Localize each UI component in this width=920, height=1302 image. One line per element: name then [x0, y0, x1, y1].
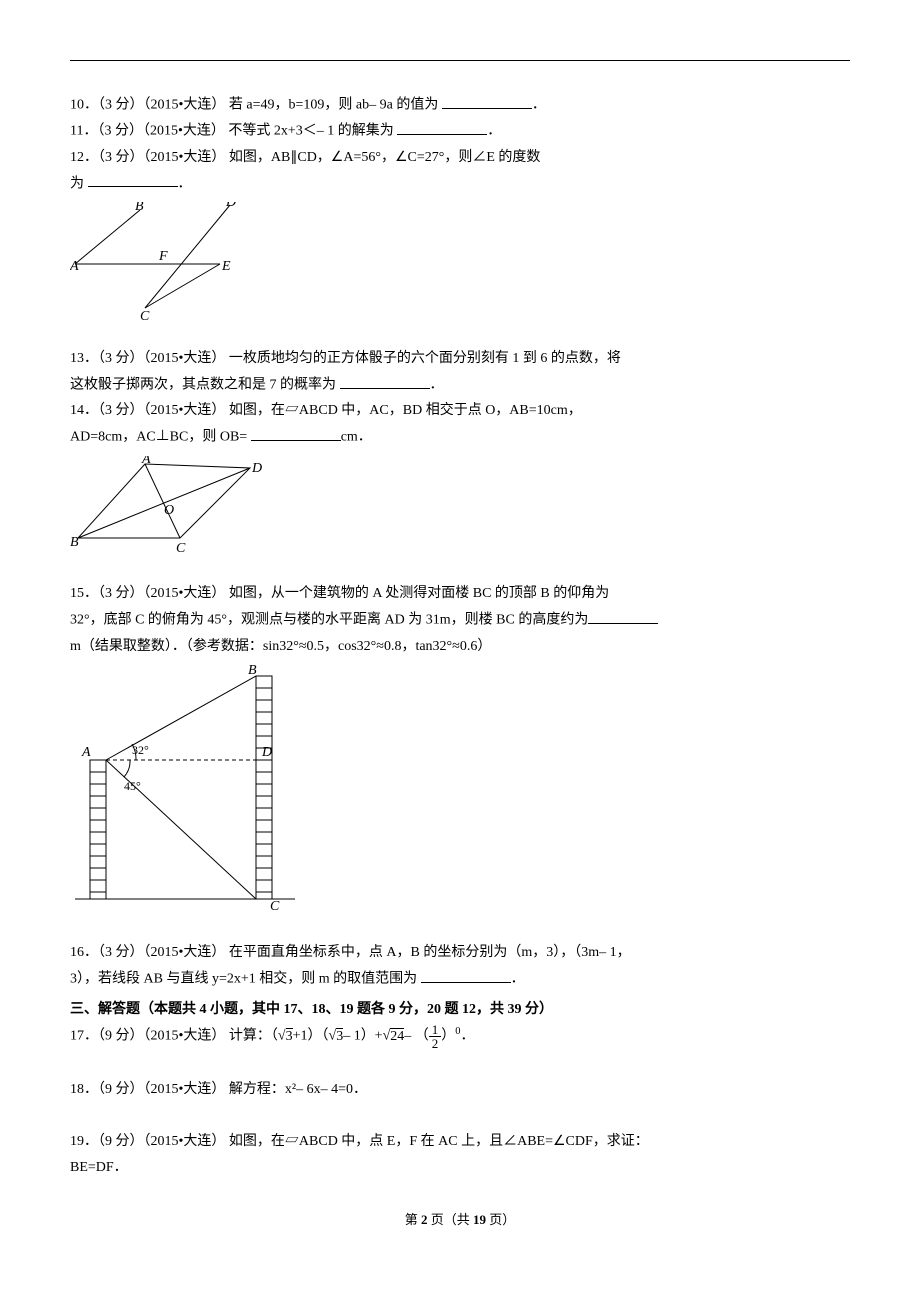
svg-text:C: C — [176, 541, 186, 556]
header-rule — [70, 60, 850, 61]
question-14-cont: AD=8cm，AC⊥BC，则 OB= cm． — [70, 425, 850, 449]
figure-q14: A B C D O — [70, 456, 850, 565]
q-prefix: 11．（3 分）（2015•大连） — [70, 124, 225, 139]
sqrt-icon: √3 — [329, 1028, 344, 1044]
question-15: 15．（3 分）（2015•大连） 如图，从一个建筑物的 A 处测得对面楼 BC… — [70, 582, 850, 606]
svg-text:E: E — [221, 259, 231, 274]
svg-text:45°: 45° — [124, 779, 141, 793]
svg-text:B: B — [135, 202, 144, 214]
question-14: 14．（3 分）（2015•大连） 如图，在▱ABCD 中，AC，BD 相交于点… — [70, 399, 850, 423]
answer-blank — [442, 93, 532, 109]
q-prefix: 13．（3 分）（2015•大连） — [70, 351, 225, 366]
geometry-diagram-icon: A B D F E C — [70, 202, 250, 320]
question-18: 18．（9 分）（2015•大连） 解方程：x²– 6x– 4=0． — [70, 1078, 850, 1102]
q-prefix: 14．（3 分）（2015•大连） — [70, 403, 225, 418]
q-text: 若 a=49，b=109，则 ab– 9a 的值为 — [229, 98, 438, 113]
section-3-heading: 三、解答题（本题共 4 小题，其中 17、18、19 题各 9 分，20 题 1… — [70, 998, 850, 1022]
question-13-cont: 这枚骰子掷两次，其点数之和是 7 的概率为 ． — [70, 373, 850, 397]
q-prefix: 10．（3 分）（2015•大连） — [70, 98, 225, 113]
question-19: 19．（9 分）（2015•大连） 如图，在▱ABCD 中，点 E，F 在 AC… — [70, 1130, 850, 1154]
svg-text:A: A — [81, 745, 91, 760]
figure-q15: A B C D 32° 45° — [70, 664, 850, 923]
q-text: 如图，AB∥CD，∠A=56°，∠C=27°，则∠E 的度数 — [229, 150, 541, 165]
q-text: 如图，在▱ABCD 中，点 E，F 在 AC 上，且∠ABE=∠CDF，求证： — [229, 1134, 649, 1149]
question-15-cont2: m（结果取整数）．（参考数据：sin32°≈0.5，cos32°≈0.8，tan… — [70, 635, 850, 659]
answer-blank — [340, 373, 430, 389]
answer-blank — [421, 967, 511, 983]
answer-blank — [588, 608, 658, 624]
svg-text:C: C — [270, 899, 280, 914]
question-16: 16．（3 分）（2015•大连） 在平面直角坐标系中，点 A，B 的坐标分别为… — [70, 941, 850, 965]
question-16-cont: 3），若线段 AB 与直线 y=2x+1 相交，则 m 的取值范围为 ． — [70, 967, 850, 991]
svg-text:D: D — [261, 745, 272, 760]
exam-page: 10．（3 分）（2015•大连） 若 a=49，b=109，则 ab– 9a … — [0, 0, 920, 1271]
q-text: 在平面直角坐标系中，点 A，B 的坐标分别为（m，3），（3m– 1， — [229, 945, 631, 960]
q-prefix: 15．（3 分）（2015•大连） — [70, 586, 225, 601]
question-10: 10．（3 分）（2015•大连） 若 a=49，b=109，则 ab– 9a … — [70, 93, 850, 117]
q-text: 如图，从一个建筑物的 A 处测得对面楼 BC 的顶部 B 的仰角为 — [229, 586, 609, 601]
svg-text:F: F — [158, 249, 168, 264]
svg-text:C: C — [140, 309, 150, 320]
svg-text:B: B — [70, 535, 79, 550]
page-footer: 第 2 页（共 19 页） — [70, 1209, 850, 1231]
q-prefix: 12．（3 分）（2015•大连） — [70, 150, 225, 165]
answer-blank — [88, 172, 178, 188]
question-12: 12．（3 分）（2015•大连） 如图，AB∥CD，∠A=56°，∠C=27°… — [70, 146, 850, 170]
q-text: 如图，在▱ABCD 中，AC，BD 相交于点 O，AB=10cm， — [229, 403, 582, 418]
parallelogram-diagram-icon: A B C D O — [70, 456, 265, 556]
q-text: 解方程：x²– 6x– 4=0． — [229, 1082, 367, 1097]
svg-text:B: B — [248, 664, 257, 678]
sqrt-icon: √24 — [383, 1028, 405, 1044]
question-12-cont: 为 ． — [70, 172, 850, 196]
q-text: 一枚质地均匀的正方体骰子的六个面分别刻有 1 到 6 的点数，将 — [229, 351, 621, 366]
question-17: 17．（9 分）（2015•大连） 计算：（√3+1）（√3– 1）+√24– … — [70, 1023, 850, 1050]
svg-text:D: D — [251, 461, 262, 476]
q-prefix: 17．（9 分）（2015•大连） — [70, 1029, 225, 1044]
q-prefix: 16．（3 分）（2015•大连） — [70, 945, 225, 960]
question-13: 13．（3 分）（2015•大连） 一枚质地均匀的正方体骰子的六个面分别刻有 1… — [70, 347, 850, 371]
question-19-cont: BE=DF． — [70, 1156, 850, 1180]
q-text: 不等式 2x+3＜– 1 的解集为 — [228, 124, 393, 139]
figure-q12: A B D F E C — [70, 202, 850, 329]
svg-text:A: A — [141, 456, 151, 467]
question-11: 11．（3 分）（2015•大连） 不等式 2x+3＜– 1 的解集为 ． — [70, 119, 850, 143]
answer-blank — [397, 119, 487, 135]
sqrt-icon: √3 — [278, 1028, 293, 1044]
svg-text:O: O — [164, 503, 174, 518]
q-prefix: 18．（9 分）（2015•大连） — [70, 1082, 225, 1097]
q-prefix: 19．（9 分）（2015•大连） — [70, 1134, 225, 1149]
svg-text:D: D — [225, 202, 236, 210]
svg-text:A: A — [70, 259, 79, 274]
fraction-icon: 12 — [429, 1023, 442, 1050]
svg-text:32°: 32° — [132, 743, 149, 757]
elevation-diagram-icon: A B C D 32° 45° — [70, 664, 300, 914]
question-15-cont1: 32°，底部 C 的俯角为 45°，观测点与楼的水平距离 AD 为 31m，则楼… — [70, 608, 850, 632]
answer-blank — [251, 425, 341, 441]
